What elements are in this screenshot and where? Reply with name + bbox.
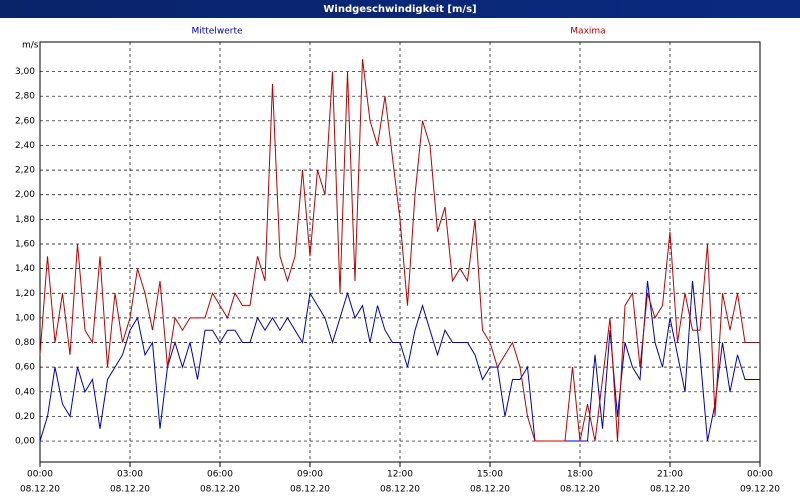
x-tick-label: 21:00 (657, 470, 683, 480)
x-tick-date: 08.12.20 (20, 485, 60, 495)
x-tick-date: 08.12.20 (380, 485, 420, 495)
y-tick-label: 0,20 (15, 412, 35, 422)
x-tick-date: 08.12.20 (470, 485, 510, 495)
x-tick-date: 08.12.20 (200, 485, 240, 495)
x-tick-label: 00:00 (27, 470, 53, 480)
series-line (39, 280, 760, 442)
y-tick-label: 2,80 (15, 92, 35, 102)
y-tick-label: 2,00 (15, 190, 35, 200)
legend-entry: Maxima (570, 27, 605, 37)
x-tick-label: 06:00 (207, 470, 233, 480)
y-axis-label: m/s (22, 41, 39, 51)
x-tick-date: 08.12.20 (290, 485, 330, 495)
series-line (39, 59, 760, 442)
y-tick-label: 0,00 (15, 437, 35, 447)
x-tick-label: 09:00 (297, 470, 323, 480)
x-tick-label: 00:00 (747, 470, 773, 480)
y-tick-label: 1,00 (15, 313, 35, 323)
x-tick-date: 09.12.20 (740, 485, 780, 495)
y-tick-label: 0,40 (15, 387, 35, 397)
y-tick-label: 1,40 (15, 264, 35, 274)
y-tick-label: 2,40 (15, 141, 35, 151)
x-tick-label: 03:00 (117, 470, 143, 480)
y-tick-label: 2,20 (15, 166, 35, 176)
x-tick-date: 08.12.20 (650, 485, 690, 495)
x-tick-label: 15:00 (477, 470, 503, 480)
x-tick-date: 08.12.20 (560, 485, 600, 495)
y-tick-label: 2,60 (15, 116, 35, 126)
chart-title: Windgeschwindigkeit [m/s] (323, 4, 476, 15)
y-tick-label: 3,00 (15, 67, 35, 77)
y-tick-label: 0,60 (15, 363, 35, 373)
legend-entry: Mittelwerte (191, 27, 242, 37)
y-tick-label: 0,80 (15, 338, 35, 348)
x-tick-label: 12:00 (387, 470, 413, 480)
y-tick-label: 1,20 (15, 289, 35, 299)
title-bar (0, 0, 800, 18)
x-tick-date: 08.12.20 (110, 485, 150, 495)
y-tick-label: 1,80 (15, 215, 35, 225)
x-tick-label: 18:00 (567, 470, 593, 480)
y-tick-label: 1,60 (15, 239, 35, 249)
